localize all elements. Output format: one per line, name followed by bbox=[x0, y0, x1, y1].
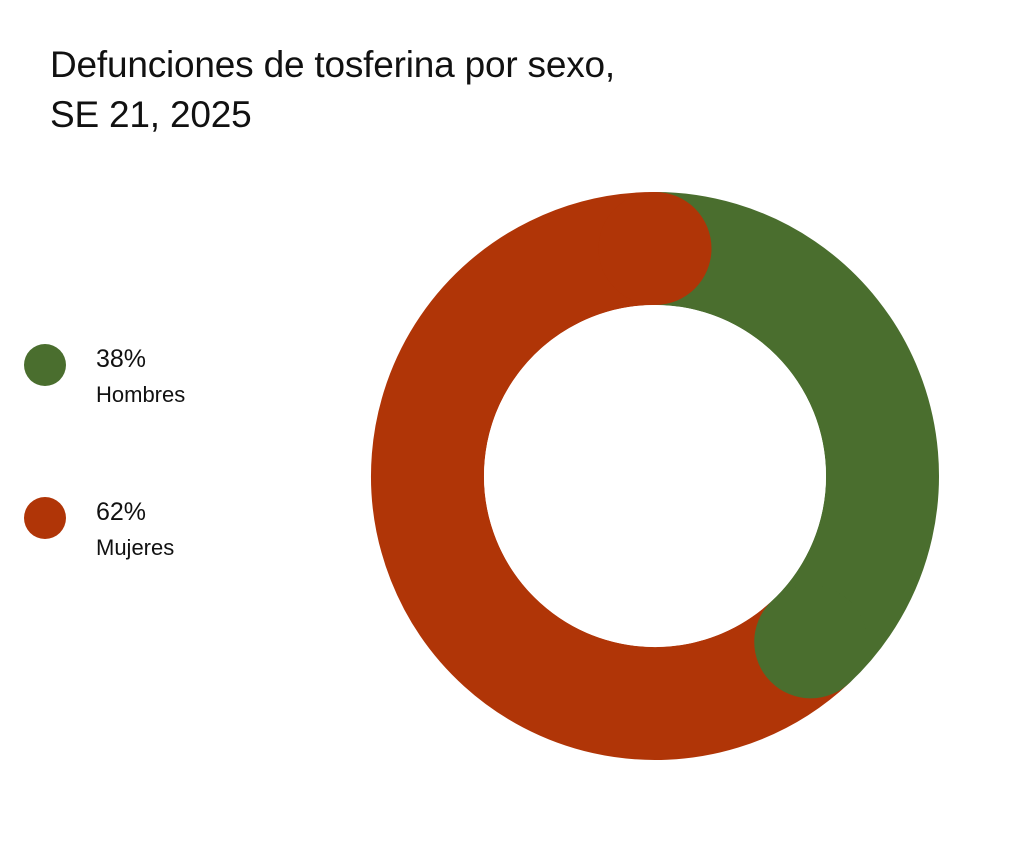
legend-label-mujeres: Mujeres bbox=[96, 535, 175, 560]
legend-item-mujeres: 62% Mujeres bbox=[24, 493, 284, 563]
donut-hole bbox=[484, 305, 826, 647]
donut-cap-hombres bbox=[754, 585, 868, 699]
chart-title: Defunciones de tosferina por sexo, SE 21… bbox=[50, 40, 615, 140]
legend-swatch-hombres bbox=[24, 344, 66, 386]
chart-title-line-2: SE 21, 2025 bbox=[50, 94, 252, 135]
legend-percent-hombres: 38% bbox=[96, 345, 147, 373]
legend-percent-mujeres: 62% bbox=[96, 498, 147, 526]
legend-label-hombres: Hombres bbox=[96, 382, 186, 407]
donut-segments bbox=[371, 192, 939, 760]
legend-item-hombres: 38% Hombres bbox=[24, 340, 284, 410]
chart-title-line-1: Defunciones de tosferina por sexo, bbox=[50, 44, 615, 85]
donut-cap-mujeres bbox=[598, 192, 712, 305]
donut-segment-hombres bbox=[653, 192, 939, 683]
donut-segment-mujeres bbox=[371, 192, 850, 760]
legend-swatch-mujeres bbox=[24, 497, 66, 539]
